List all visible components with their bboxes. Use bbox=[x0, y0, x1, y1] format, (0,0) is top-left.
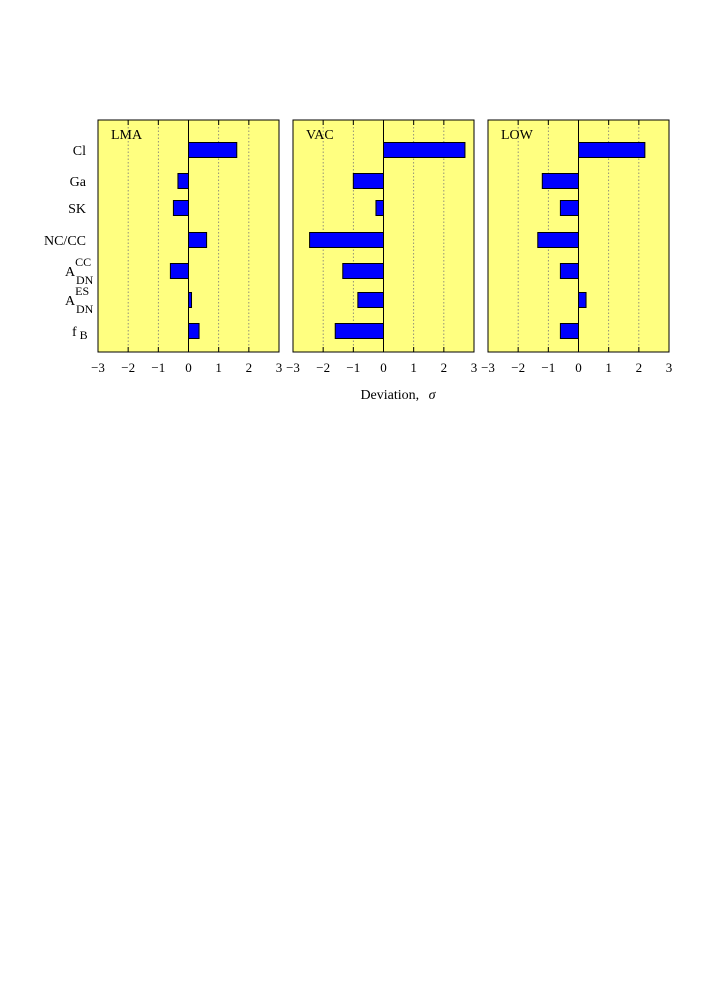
category-label-sup: ES bbox=[75, 284, 89, 298]
category-label-base: f bbox=[72, 325, 77, 340]
tick-label: −2 bbox=[316, 360, 330, 375]
category-label-sub: B bbox=[80, 328, 88, 342]
x-axis-label: Deviation, σ bbox=[360, 388, 436, 403]
bar bbox=[172, 200, 190, 216]
category-label: AES DN bbox=[65, 284, 94, 316]
category-label: Ga bbox=[70, 175, 87, 190]
category-label: NC/CC bbox=[44, 234, 86, 249]
bar bbox=[309, 232, 385, 248]
bar bbox=[169, 263, 189, 279]
bar bbox=[559, 263, 580, 279]
panel-title: VAC bbox=[306, 128, 334, 143]
bar bbox=[375, 200, 385, 216]
category-label: ACC DN bbox=[65, 255, 94, 287]
tick-label: −3 bbox=[91, 360, 105, 375]
tick-label: 1 bbox=[410, 360, 417, 375]
bar bbox=[188, 142, 238, 158]
x-axis-label-symbol: σ bbox=[429, 388, 437, 403]
tick-label: 2 bbox=[246, 360, 253, 375]
tick-label: −1 bbox=[541, 360, 555, 375]
panel-vac: −3 −2 −1 0 1 2 3 VAC bbox=[286, 119, 478, 375]
category-label-base: NC/CC bbox=[44, 234, 86, 249]
tick-label: 0 bbox=[380, 360, 387, 375]
bar bbox=[537, 232, 580, 248]
x-axis-label-text: Deviation, bbox=[360, 388, 419, 403]
tick-label: 3 bbox=[471, 360, 478, 375]
tick-label: −1 bbox=[151, 360, 165, 375]
tick-label: −2 bbox=[511, 360, 525, 375]
category-label-sub: DN bbox=[76, 302, 94, 316]
category-label: SK bbox=[68, 202, 86, 217]
bar bbox=[188, 323, 200, 339]
tick-label: 0 bbox=[575, 360, 582, 375]
bar bbox=[559, 323, 580, 339]
bar bbox=[578, 292, 587, 308]
bar bbox=[188, 232, 208, 248]
category-label-sub: DN bbox=[76, 273, 94, 287]
category-label-base: Ga bbox=[70, 175, 87, 190]
tick-label: 0 bbox=[185, 360, 192, 375]
bar bbox=[578, 142, 646, 158]
panel-low: −3 −2 −1 0 1 2 3 LOW bbox=[481, 119, 673, 375]
category-label-sup: CC bbox=[75, 255, 91, 269]
category-label-base: A bbox=[65, 265, 76, 280]
category-label-base: Cl bbox=[73, 144, 86, 159]
bar bbox=[383, 142, 466, 158]
tick-label: −3 bbox=[481, 360, 495, 375]
tick-label: −3 bbox=[286, 360, 300, 375]
bar bbox=[541, 173, 579, 189]
bar bbox=[177, 173, 189, 189]
tick-label: 2 bbox=[441, 360, 448, 375]
bar bbox=[188, 292, 193, 308]
panels: −3 −2 −1 0 1 2 3 LMA −3 −2 −1 0 1 2 3 VAC −3 −2 −1 0 1 2 3 LOW bbox=[91, 119, 673, 375]
tick-label: 1 bbox=[605, 360, 612, 375]
category-label-base: SK bbox=[68, 202, 86, 217]
category-label: Cl bbox=[73, 144, 86, 159]
tick-label: 2 bbox=[636, 360, 643, 375]
panel-title: LMA bbox=[111, 128, 143, 143]
tick-label: 3 bbox=[666, 360, 673, 375]
tick-label: −1 bbox=[346, 360, 360, 375]
bar bbox=[357, 292, 385, 308]
bar bbox=[342, 263, 384, 279]
panel-title: LOW bbox=[501, 128, 534, 143]
bar bbox=[352, 173, 385, 189]
bar bbox=[559, 200, 580, 216]
bar bbox=[334, 323, 385, 339]
tick-label: −2 bbox=[121, 360, 135, 375]
tick-label: 3 bbox=[276, 360, 283, 375]
panel-lma: −3 −2 −1 0 1 2 3 LMA bbox=[91, 119, 283, 375]
category-label-base: A bbox=[65, 294, 76, 309]
tick-label: 1 bbox=[215, 360, 222, 375]
